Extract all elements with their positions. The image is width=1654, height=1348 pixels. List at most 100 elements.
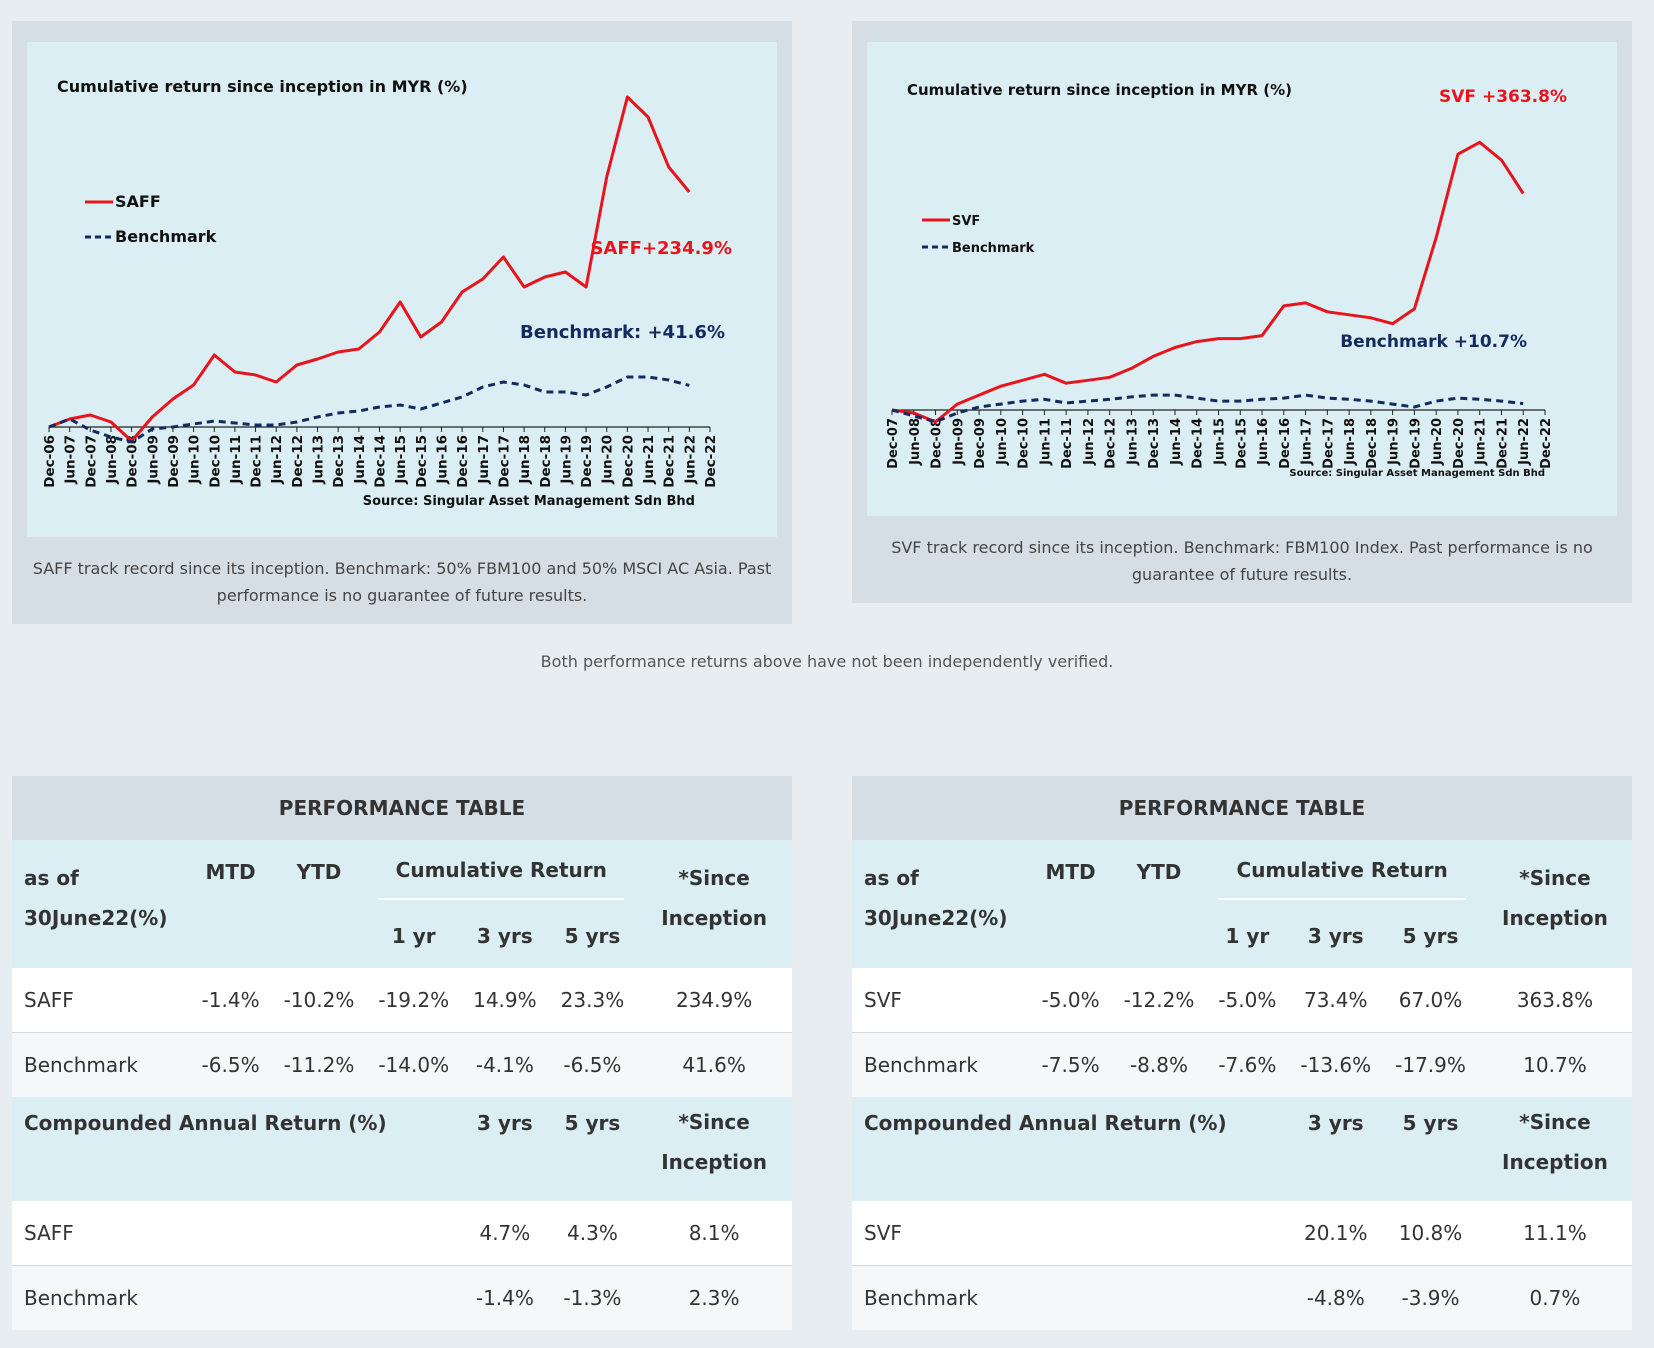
- x-tick-label: Jun-21: [641, 435, 657, 485]
- table-title: PERFORMANCE TABLE: [852, 776, 1632, 840]
- x-tick-label: Jun-22: [1517, 418, 1532, 466]
- 5yrs-header: 5 yrs: [548, 904, 637, 968]
- x-tick-label: Dec-15: [1234, 418, 1249, 469]
- x-tick-label: Dec-09: [973, 418, 988, 469]
- x-tick-label: Jun-08: [104, 435, 120, 485]
- inception-label: Inception: [661, 1150, 767, 1174]
- svf-line-chart: Cumulative return since inception in MYR…: [886, 81, 1567, 479]
- x-tick-label: Dec-12: [1104, 418, 1119, 469]
- legend-label: SAFF: [115, 192, 161, 211]
- chart-title: Cumulative return since inception in MYR…: [907, 81, 1292, 99]
- asof-header: as of 30June22(%): [852, 840, 1030, 968]
- x-tick-label: Jun-12: [269, 435, 285, 485]
- cumulative-return-label: Cumulative Return: [1218, 845, 1466, 900]
- cumulative-return-header: Cumulative Return: [1206, 840, 1478, 904]
- ytd-value: -10.2%: [271, 968, 367, 1033]
- x-tick-label: Dec-20: [620, 435, 636, 488]
- x-tick-label: Jun-13: [311, 435, 327, 485]
- 5yrs-header: 5 yrs: [1383, 904, 1478, 968]
- 1yr-value: -7.6%: [1206, 1032, 1289, 1097]
- car-since-inception-header: *Since Inception: [1477, 1097, 1632, 1201]
- since-inception-value: 2.3%: [636, 1265, 792, 1330]
- table-row: Benchmark -7.5% -8.8% -7.6% -13.6% -17.9…: [852, 1032, 1632, 1097]
- x-tick-label: Jun-15: [1213, 418, 1228, 466]
- x-tick-label: Jun-16: [434, 435, 450, 485]
- x-tick-label: Jun-20: [1430, 418, 1445, 466]
- saff-line-chart: Cumulative return since inception in MYR…: [42, 77, 732, 509]
- x-tick-label: Jun-18: [1343, 418, 1358, 466]
- x-tick-label: Dec-20: [1452, 418, 1467, 469]
- chart-source: Source: Singular Asset Management Sdn Bh…: [1289, 468, 1545, 479]
- ytd-value: -12.2%: [1111, 968, 1207, 1033]
- car-5yrs-header: 5 yrs: [548, 1097, 637, 1201]
- mtd-value: -1.4%: [189, 968, 272, 1033]
- cumulative-return-label: Cumulative Return: [378, 845, 625, 900]
- x-tick-label: Jun-17: [476, 435, 492, 485]
- 5yrs-value: 4.3%: [548, 1201, 637, 1266]
- since-inception-header: *Since Inception: [1477, 840, 1632, 968]
- svf-chart-panel: Cumulative return since inception in MYR…: [852, 21, 1632, 603]
- inception-label: Inception: [1502, 1150, 1608, 1174]
- row-name: Benchmark: [12, 1032, 190, 1097]
- since-inception-value: 0.7%: [1477, 1265, 1632, 1330]
- chart-source: Source: Singular Asset Management Sdn Bh…: [363, 494, 695, 509]
- since-inception-value: 234.9%: [636, 968, 792, 1033]
- x-tick-label: Dec-12: [290, 435, 306, 488]
- 5yrs-value: 10.8%: [1383, 1201, 1478, 1266]
- x-tick-label: Dec-22: [703, 435, 719, 488]
- since-label: *Since: [678, 866, 750, 890]
- row-name: Benchmark: [12, 1265, 462, 1330]
- saff-performance-table: PERFORMANCE TABLE as of 30June22(%) MTD Y…: [12, 776, 792, 1330]
- asof-header: as of 30June22(%): [12, 840, 190, 968]
- since-inception-value: 363.8%: [1477, 968, 1632, 1033]
- 3yrs-value: -1.4%: [461, 1265, 549, 1330]
- 5yrs-value: -6.5%: [548, 1032, 637, 1097]
- 3yrs-value: -13.6%: [1288, 1032, 1384, 1097]
- x-tick-label: Dec-22: [1539, 418, 1554, 469]
- car-5yrs-header: 5 yrs: [1383, 1097, 1478, 1201]
- legend-label: Benchmark: [115, 227, 217, 246]
- 3yrs-value: -4.8%: [1288, 1265, 1384, 1330]
- car-title: Compounded Annual Return (%): [12, 1097, 462, 1201]
- x-tick-label: Dec-17: [496, 435, 512, 488]
- x-tick-label: Dec-13: [331, 435, 347, 488]
- series-line-svf: [891, 140, 1525, 424]
- series-line-benchmark: [891, 393, 1524, 424]
- x-tick-label: Dec-07: [886, 418, 901, 469]
- x-tick-label: Dec-14: [373, 435, 389, 488]
- x-tick-label: Jun-07: [63, 435, 79, 485]
- 3yrs-header: 3 yrs: [1288, 904, 1384, 968]
- row-name: SAFF: [12, 1201, 462, 1266]
- x-tick-label: Jun-20: [600, 435, 616, 485]
- x-tick-label: Jun-18: [517, 435, 533, 485]
- x-tick-label: Jun-15: [393, 435, 409, 485]
- table-row: Benchmark -6.5% -11.2% -14.0% -4.1% -6.5…: [12, 1032, 792, 1097]
- verification-note: Both performance returns above have not …: [540, 652, 1114, 671]
- 1yr-value: -19.2%: [366, 968, 462, 1033]
- x-tick-label: Dec-10: [207, 435, 223, 488]
- x-tick-label: Dec-15: [414, 435, 430, 488]
- x-tick-label: Jun-21: [1474, 418, 1489, 466]
- mtd-header: MTD: [189, 840, 272, 968]
- 3yrs-value: 14.9%: [461, 968, 549, 1033]
- since-label: *Since: [1519, 866, 1591, 890]
- row-name: SVF: [852, 1201, 1289, 1266]
- car-header-row: Compounded Annual Return (%) 3 yrs 5 yrs…: [12, 1097, 792, 1201]
- asof-date: 30June22(%): [24, 906, 168, 930]
- x-tick-label: Dec-19: [1408, 418, 1423, 469]
- 1yr-value: -5.0%: [1206, 968, 1289, 1033]
- x-tick-label: Jun-14: [352, 435, 368, 485]
- svf-chart: Cumulative return since inception in MYR…: [867, 42, 1617, 516]
- x-tick-label: Jun-10: [995, 418, 1010, 466]
- series-end-label: SVF +363.8%: [1439, 87, 1567, 107]
- car-header-row: Compounded Annual Return (%) 3 yrs 5 yrs…: [852, 1097, 1632, 1201]
- asof-label: as of: [864, 866, 919, 890]
- x-tick-label: Jun-14: [1169, 418, 1184, 466]
- 5yrs-value: -1.3%: [548, 1265, 637, 1330]
- x-tick-label: Dec-10: [1017, 418, 1032, 469]
- since-label: *Since: [1519, 1110, 1591, 1134]
- 3yrs-value: -4.1%: [461, 1032, 549, 1097]
- x-tick-label: Jun-19: [1387, 418, 1402, 466]
- car-title: Compounded Annual Return (%): [852, 1097, 1289, 1201]
- ytd-header: YTD: [1111, 840, 1207, 968]
